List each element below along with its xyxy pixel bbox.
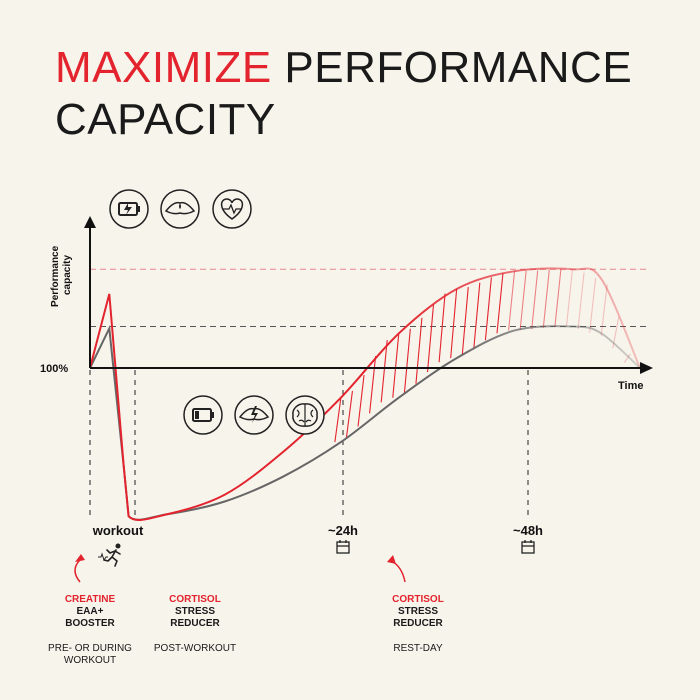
battery-charging-icon <box>109 189 149 229</box>
hatch-line <box>589 277 597 333</box>
hatch-line <box>403 328 411 394</box>
running-person-icon <box>98 543 121 567</box>
y-axis-label-line1: Performance <box>50 245 61 307</box>
hatch-line <box>531 270 539 330</box>
supplement-cortisol-rest-line3: REDUCER <box>393 618 443 629</box>
y-axis-arrow <box>84 216 96 228</box>
hatch-line <box>415 317 423 384</box>
supplement-cortisol-rest-line2: STRESS <box>397 606 438 617</box>
hatch-line <box>496 272 504 334</box>
series-line-baseline <box>89 324 641 521</box>
hatch-line <box>345 390 354 438</box>
timing-pre-workout: PRE- OR DURING WORKOUT <box>48 643 132 666</box>
muscle-strain-icon <box>234 395 274 435</box>
battery-low-icon <box>183 395 223 435</box>
y-axis-label-line2: capacity <box>62 255 73 295</box>
hatch-line <box>369 355 377 414</box>
y-axis-label: Performance capacity <box>50 243 73 307</box>
supplement-cortisol-rest: CORTISOL STRESS REDUCER <box>373 594 463 630</box>
hatch-line <box>484 277 492 341</box>
headline-line2: CAPACITY <box>55 95 276 144</box>
supplement-creatine: CREATINE EAA+ BOOSTER <box>45 594 135 630</box>
supplement-cortisol-post: CORTISOL STRESS REDUCER <box>150 594 240 630</box>
hatch-line <box>357 374 365 427</box>
heart-rate-icon <box>212 189 252 229</box>
brain-icon <box>285 395 325 435</box>
hatch-line <box>334 397 342 443</box>
x-axis-label: Time <box>618 380 643 392</box>
baseline-label: 100% <box>40 363 68 375</box>
hatch-line <box>577 272 585 329</box>
timing-post-workout: POST-WORKOUT <box>153 643 237 654</box>
hatch-line <box>542 269 550 328</box>
timing-rest-day: REST-DAY <box>393 643 443 654</box>
supplement-creatine-name: CREATINE <box>64 594 116 605</box>
arrow-rest-day <box>387 555 406 583</box>
calendar-icon <box>521 540 535 554</box>
arrow-creatine <box>74 554 85 583</box>
x-tick-48h: ~48h <box>513 523 543 538</box>
headline: MAXIMIZE PERFORMANCE CAPACITY <box>55 42 675 146</box>
headline-rest: PERFORMANCE <box>284 43 633 92</box>
muscle-icon <box>160 189 200 229</box>
hatch-line <box>519 270 527 331</box>
calendar-icon <box>336 540 350 554</box>
hatch-line <box>392 333 400 398</box>
hatch-line <box>438 293 446 363</box>
headline-accent: MAXIMIZE <box>55 43 272 92</box>
hatch-line <box>473 282 481 349</box>
hatch-line <box>461 287 469 356</box>
hatch-line <box>508 271 516 331</box>
series-line-supplemented <box>89 267 641 522</box>
hatch-line <box>380 340 388 403</box>
hatch-line <box>565 269 574 327</box>
supplement-cortisol-post-line3: REDUCER <box>170 618 220 629</box>
supplement-creatine-line3: BOOSTER <box>65 618 115 629</box>
supplement-cortisol-post-line2: STRESS <box>174 606 215 617</box>
supplement-cortisol-post-name: CORTISOL <box>169 594 221 605</box>
x-axis-arrow <box>640 362 653 374</box>
hatch-line <box>450 288 458 359</box>
x-tick-workout: workout <box>92 523 144 538</box>
hatch-line <box>554 269 562 327</box>
supplement-creatine-line2: EAA+ <box>76 606 104 617</box>
x-tick-24h: ~24h <box>328 523 358 538</box>
hatched-region <box>334 269 631 443</box>
hatch-line <box>600 284 608 336</box>
hatch-line <box>623 353 631 363</box>
hatch-line <box>426 304 435 373</box>
supplement-cortisol-rest-name: CORTISOL <box>392 594 444 605</box>
